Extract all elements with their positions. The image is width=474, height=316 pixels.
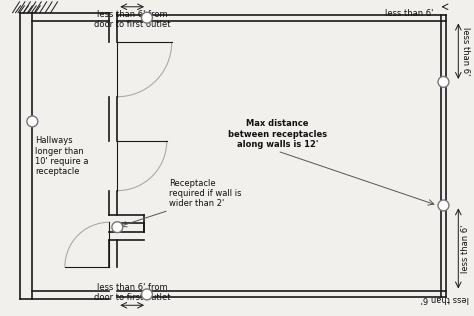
Text: less than 6': less than 6' <box>421 294 469 303</box>
Text: less than 6': less than 6' <box>461 224 470 273</box>
Text: less than 6' from
door to first outlet: less than 6' from door to first outlet <box>94 283 170 302</box>
Text: less than 6' from
door to first outlet: less than 6' from door to first outlet <box>94 10 170 29</box>
Text: Max distance
between receptacles
along walls is 12': Max distance between receptacles along w… <box>228 119 327 149</box>
Circle shape <box>142 289 153 300</box>
Text: Receptacle
required if wall is
wider than 2': Receptacle required if wall is wider tha… <box>169 179 241 209</box>
Circle shape <box>438 200 449 211</box>
Text: less than 6': less than 6' <box>385 9 434 18</box>
Text: less than 6': less than 6' <box>461 27 470 76</box>
Circle shape <box>27 116 38 127</box>
Text: Hallways
longer than
10' require a
receptacle: Hallways longer than 10' require a recep… <box>35 136 89 176</box>
Circle shape <box>112 222 123 233</box>
Circle shape <box>438 76 449 87</box>
Circle shape <box>142 12 153 23</box>
